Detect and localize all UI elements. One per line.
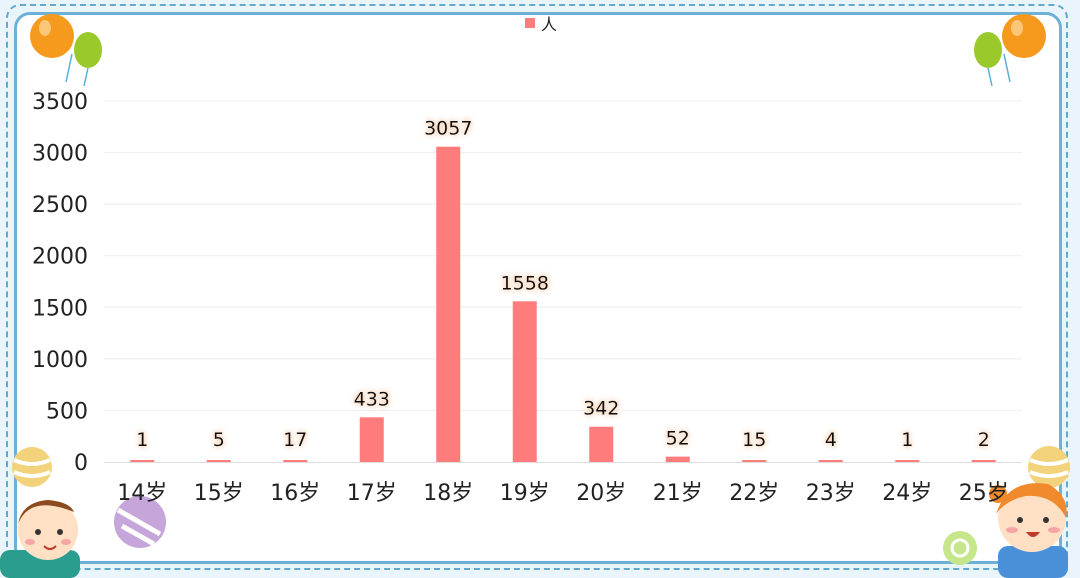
x-tick-label: 24岁 xyxy=(882,481,932,506)
cartoon-boy-icon xyxy=(0,500,80,578)
data-label: 17 xyxy=(283,429,307,451)
x-tick-label: 21岁 xyxy=(653,481,703,506)
chart-card xyxy=(14,12,1062,564)
bar-series xyxy=(130,146,996,462)
x-tick-label: 14岁 xyxy=(117,481,167,506)
x-tick-label: 23岁 xyxy=(806,481,856,506)
balloons-top-left-icon xyxy=(30,14,102,87)
bar xyxy=(818,460,843,462)
x-tick-label: 25岁 xyxy=(959,481,1009,506)
legend-swatch xyxy=(525,18,535,28)
x-tick-label: 15岁 xyxy=(194,481,244,506)
y-axis: 0 500 1000 1500 2000 2500 3000 3500 xyxy=(32,90,88,476)
data-label: 5 xyxy=(213,429,225,451)
cartoon-girl-icon xyxy=(989,483,1068,578)
bar xyxy=(512,301,537,462)
bar xyxy=(283,460,308,462)
y-tick-label: 3000 xyxy=(32,142,88,167)
data-label: 52 xyxy=(666,428,690,450)
data-label: 15 xyxy=(742,429,766,451)
data-label: 433 xyxy=(354,388,390,410)
balloons-top-right-icon xyxy=(974,14,1046,87)
bar xyxy=(359,417,384,462)
x-tick-label: 22岁 xyxy=(729,481,779,506)
x-axis: 14岁 15岁 16岁 17岁 18岁 19岁 20岁 21岁 22岁 23岁 24岁 25岁 xyxy=(104,462,1022,506)
bar xyxy=(206,460,231,462)
data-label: 1 xyxy=(901,429,913,451)
y-tick-label: 1000 xyxy=(32,348,88,373)
y-tick-label: 2000 xyxy=(32,245,88,270)
bar xyxy=(971,460,996,462)
candy-green-icon xyxy=(943,531,977,565)
bar xyxy=(436,146,461,462)
data-label: 3057 xyxy=(424,118,472,140)
bar xyxy=(130,460,155,462)
x-tick-label: 20岁 xyxy=(576,481,626,506)
bar xyxy=(895,460,920,462)
data-label: 1 xyxy=(136,429,148,451)
candy-ball-right-icon xyxy=(1028,446,1070,488)
x-tick-label: 18岁 xyxy=(423,481,473,506)
bar xyxy=(589,426,614,462)
data-label: 4 xyxy=(825,429,837,451)
legend-label: 人 xyxy=(541,15,558,34)
bar xyxy=(665,456,690,462)
x-tick-label: 17岁 xyxy=(347,481,397,506)
data-label: 2 xyxy=(978,429,990,451)
chart-legend: 人 xyxy=(525,12,557,34)
dashed-outer-frame xyxy=(6,4,1068,570)
data-label: 1558 xyxy=(501,272,549,294)
grid-lines xyxy=(104,100,1022,411)
x-tick-label: 16岁 xyxy=(270,481,320,506)
y-tick-label: 500 xyxy=(46,399,88,424)
data-label: 342 xyxy=(583,398,619,420)
bar xyxy=(742,460,767,462)
candy-ball-purple-icon xyxy=(114,496,166,548)
y-tick-label: 0 xyxy=(74,451,88,476)
y-tick-label: 3500 xyxy=(32,90,88,115)
y-tick-label: 1500 xyxy=(32,296,88,321)
y-tick-label: 2500 xyxy=(32,193,88,218)
candy-ball-left-icon xyxy=(12,447,52,487)
x-tick-label: 19岁 xyxy=(500,481,550,506)
